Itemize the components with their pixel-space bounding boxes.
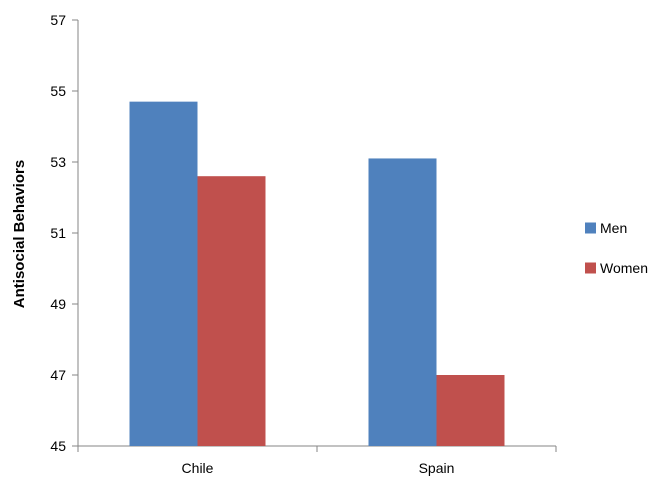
- y-tick-label: 57: [50, 12, 66, 28]
- legend-label-women: Women: [600, 260, 648, 276]
- y-tick-label: 51: [50, 225, 66, 241]
- bar-men-spain: [368, 158, 437, 446]
- x-tick-label: Spain: [419, 460, 455, 476]
- legend: Men Women: [585, 220, 648, 276]
- y-tick-label: 49: [50, 296, 66, 312]
- plot-area: 45 47 49 51 53 55 57 Chile Spain: [50, 12, 557, 476]
- bar-women-chile: [197, 176, 266, 446]
- legend-swatch-men: [585, 222, 596, 234]
- y-tick-label: 55: [50, 83, 66, 99]
- y-tick-label: 53: [50, 154, 66, 170]
- legend-swatch-women: [585, 262, 596, 274]
- x-tick-label: Chile: [182, 460, 214, 476]
- bar-women-spain: [436, 375, 505, 446]
- y-axis-title: Antisocial Behaviors: [11, 160, 28, 308]
- legend-label-men: Men: [600, 220, 627, 236]
- y-tick-label: 45: [50, 438, 66, 454]
- y-tick-label: 47: [50, 367, 66, 383]
- bar-men-chile: [129, 101, 198, 447]
